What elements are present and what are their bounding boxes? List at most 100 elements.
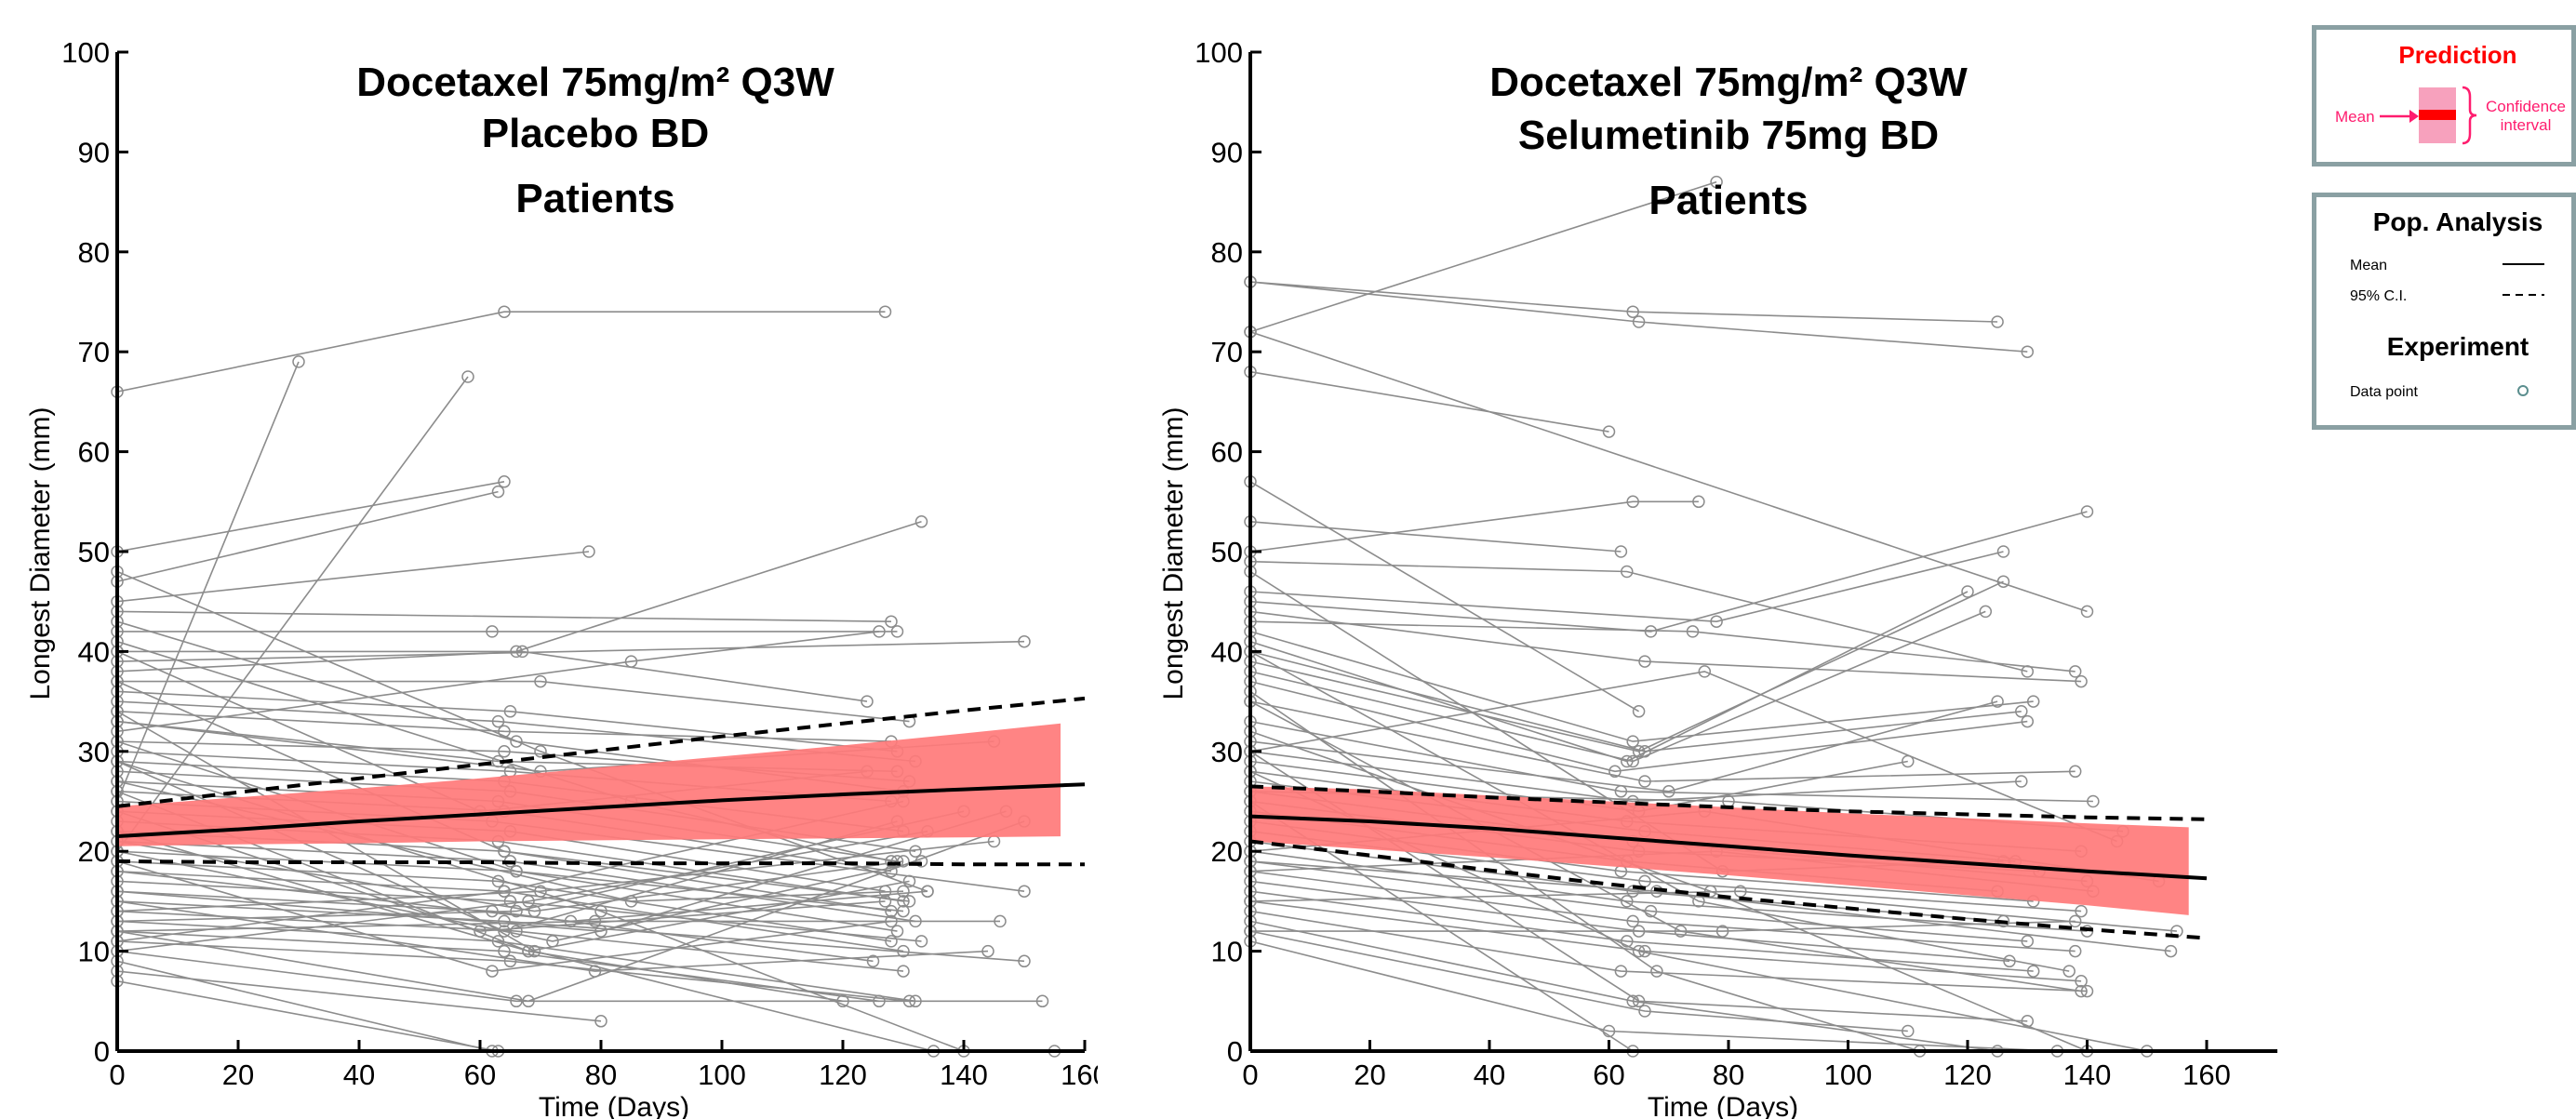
data-point	[1018, 634, 1031, 648]
chart-title-line3: Patients	[515, 176, 674, 221]
y-axis-label: Longest Diameter (mm)	[25, 406, 56, 699]
legend-pop-title: Pop. Analysis	[2373, 207, 2543, 236]
patient-line-32	[1249, 850, 2088, 932]
data-point	[1902, 1024, 1915, 1038]
legend-pop-ci-label: 95% C.I.	[2350, 288, 2407, 304]
patient-line-34	[1249, 870, 2075, 952]
data-point	[890, 925, 904, 938]
patient-line-6	[1249, 521, 1622, 553]
x-tick-label: 100	[698, 1059, 746, 1091]
patient-line-8	[1249, 560, 2028, 673]
legend-mean-arrowhead	[2409, 110, 2419, 123]
data-point	[498, 925, 511, 938]
data-point	[510, 994, 523, 1008]
patient-line-2	[1249, 180, 1717, 333]
data-point	[498, 745, 511, 758]
pop-mean-line	[1249, 814, 2208, 881]
data-point	[2015, 775, 2028, 788]
data-point	[1621, 565, 1634, 579]
x-axis-label: Time (Days)	[1648, 1092, 1798, 1119]
y-tick-label: 50	[78, 536, 110, 568]
x-tick-label: 160	[2182, 1059, 2231, 1091]
patient-line-16	[1249, 580, 2004, 753]
patient-line-33	[1249, 860, 2028, 942]
data-point	[2080, 505, 2094, 518]
legend-prediction: Prediction Mean Confidence interval	[2312, 25, 2576, 167]
data-point	[498, 944, 511, 958]
data-point	[1644, 625, 1658, 638]
data-point	[2075, 984, 2088, 998]
patient-line-16	[116, 631, 880, 733]
data-point	[885, 615, 898, 628]
y-tick-label: 10	[78, 936, 110, 968]
data-point	[897, 855, 910, 868]
data-point	[2068, 665, 2082, 678]
patient-line-1	[1249, 281, 2028, 353]
data-point	[498, 885, 511, 898]
pop-ci-upper	[1249, 784, 2208, 821]
data-point	[1018, 885, 1031, 898]
data-point	[2087, 794, 2100, 808]
patient-line-64	[116, 900, 989, 972]
legend-pop-analysis: Pop. Analysis Mean 95% C.I. Experiment D…	[2312, 193, 2576, 430]
data-point	[2015, 705, 2028, 718]
data-point	[885, 914, 898, 928]
data-point	[836, 994, 849, 1008]
legend-mean-label: Mean	[2335, 108, 2375, 126]
data-point	[1632, 994, 1646, 1008]
patient-line-0	[116, 311, 886, 393]
data-point	[534, 885, 547, 898]
data-point	[866, 954, 880, 968]
x-tick-label: 100	[1824, 1059, 1873, 1091]
data-point	[2068, 765, 2082, 779]
data-point	[527, 904, 541, 918]
legend-mean-swatch	[2419, 110, 2456, 120]
data-point	[515, 645, 529, 659]
y-tick-label: 0	[94, 1035, 110, 1068]
data-point	[878, 895, 892, 908]
patient-line-37	[1249, 900, 2082, 982]
data-point	[1710, 615, 1723, 628]
data-point	[1638, 1005, 1651, 1018]
patient-line-13	[1249, 631, 2034, 742]
data-point	[2075, 674, 2088, 688]
y-tick-label: 90	[1211, 136, 1243, 168]
x-tick-label: 120	[1943, 1059, 1992, 1091]
data-point	[2075, 975, 2088, 988]
data-point	[582, 545, 595, 558]
legend-data-point-marker	[2517, 385, 2529, 396]
y-tick-label: 80	[1211, 236, 1243, 269]
data-point	[897, 965, 910, 978]
patient-line-3	[1249, 330, 2088, 613]
y-tick-label: 50	[1211, 536, 1243, 568]
data-point	[1632, 745, 1646, 758]
data-point	[914, 935, 928, 948]
chart-title-line3: Patients	[1648, 178, 1808, 223]
x-tick-label: 20	[222, 1059, 254, 1091]
patient-line-39	[116, 960, 493, 1052]
patient-line-60	[116, 740, 904, 913]
data-point	[2068, 914, 2082, 928]
data-point	[1710, 175, 1723, 189]
data-point	[498, 914, 511, 928]
patient-line-4	[116, 551, 590, 603]
data-point	[498, 845, 511, 858]
patient-line-44	[1249, 690, 1920, 1052]
patient-line-53	[116, 840, 994, 913]
data-point	[897, 885, 910, 898]
patient-line-37	[116, 940, 910, 1003]
patient-line-57	[116, 830, 928, 952]
patient-line-1	[116, 361, 300, 802]
patient-line-10	[1249, 511, 2088, 633]
x-tick-label: 160	[1061, 1059, 1098, 1091]
data-point	[861, 695, 874, 708]
y-tick-label: 40	[1211, 635, 1243, 668]
data-point	[527, 944, 541, 958]
data-point	[1686, 625, 1700, 638]
data-point	[486, 965, 499, 978]
patient-line-17	[1249, 610, 1986, 763]
y-tick-label: 90	[78, 136, 110, 168]
patient-line-42	[116, 570, 928, 892]
patient-line-0	[1249, 281, 1998, 323]
data-point	[498, 305, 511, 318]
